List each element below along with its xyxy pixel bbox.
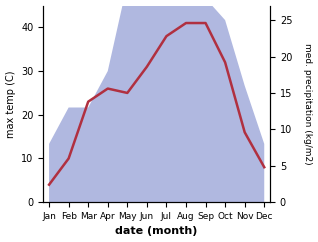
X-axis label: date (month): date (month) xyxy=(115,227,198,236)
Y-axis label: med. precipitation (kg/m2): med. precipitation (kg/m2) xyxy=(303,43,313,165)
Y-axis label: max temp (C): max temp (C) xyxy=(5,70,16,138)
